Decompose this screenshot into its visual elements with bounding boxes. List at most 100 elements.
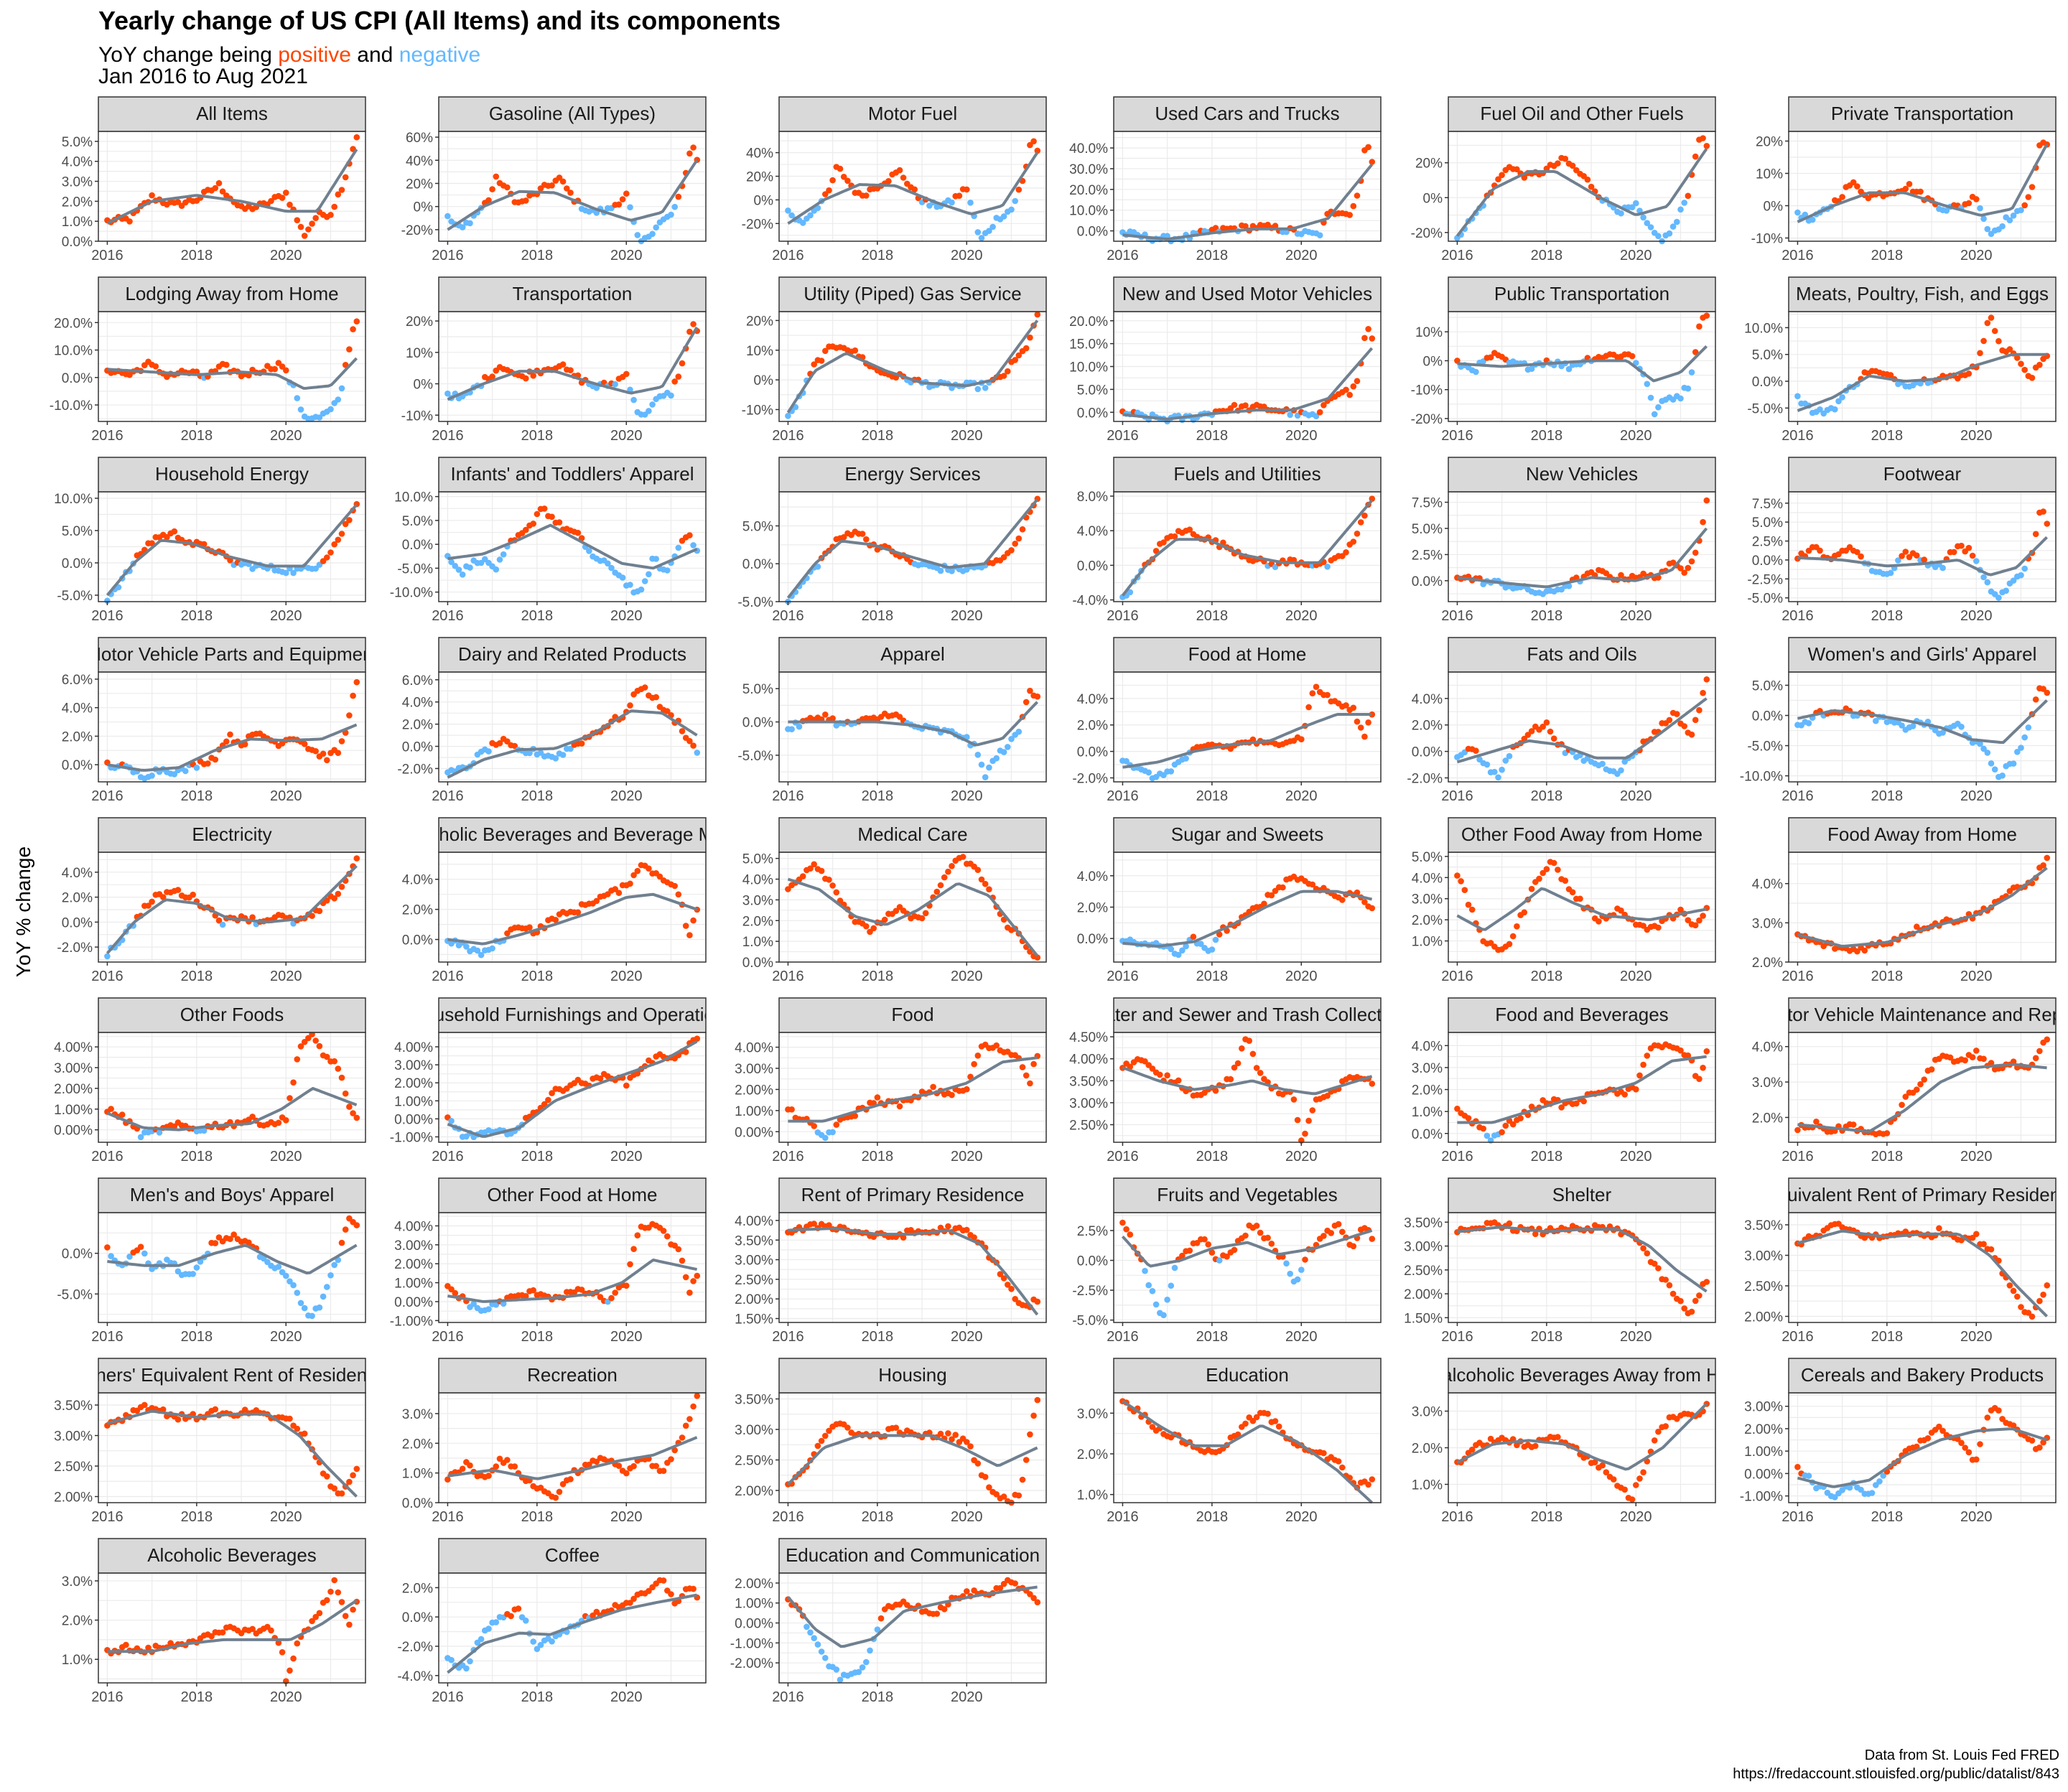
- data-point: [1506, 752, 1513, 760]
- data-point: [918, 915, 926, 922]
- data-point: [1621, 1091, 1628, 1098]
- x-tick-label: 2016: [1781, 608, 1814, 624]
- data-point: [1651, 1437, 1658, 1444]
- x-tick-label: 2016: [432, 1509, 464, 1525]
- data-point: [2018, 1304, 2024, 1310]
- x-tick-label: 2020: [951, 248, 983, 263]
- data-point: [2032, 531, 2039, 538]
- data-point: [559, 178, 567, 185]
- data-point: [2021, 366, 2028, 373]
- y-tick-label: 0.0%: [742, 557, 773, 572]
- facet-title: Rent of Primary Residence: [801, 1184, 1025, 1205]
- data-point: [1669, 1290, 1677, 1297]
- facet-strip: [1448, 276, 1716, 312]
- y-tick-label: 4.0%: [1077, 869, 1108, 885]
- data-point: [1465, 901, 1472, 908]
- data-point: [1685, 564, 1692, 571]
- data-point: [1499, 1129, 1505, 1136]
- x-tick-label: 2020: [270, 788, 302, 804]
- x-tick-label: 2016: [1441, 1329, 1473, 1345]
- data-point: [1924, 1435, 1932, 1442]
- facet-title: Cereals and Bakery Products: [1801, 1364, 2044, 1386]
- data-point: [686, 150, 693, 157]
- data-point: [1023, 1072, 1030, 1079]
- data-point: [324, 757, 330, 764]
- data-point: [149, 898, 155, 905]
- y-tick-label: 3.00%: [394, 1058, 433, 1073]
- y-tick-label: 2.50%: [54, 1460, 93, 1475]
- data-point: [1618, 210, 1624, 217]
- data-point: [833, 1121, 840, 1128]
- data-point: [612, 381, 618, 388]
- data-point: [1257, 1070, 1264, 1076]
- data-point: [545, 1096, 551, 1103]
- facet-panel: Cereals and Bakery Products -1.00% 0.00% 1.…: [1740, 1358, 2057, 1525]
- y-tick-label: 3.0%: [742, 893, 773, 908]
- y-tick-label: 0.0%: [62, 1247, 93, 1262]
- data-point: [627, 582, 633, 588]
- data-point: [534, 510, 541, 518]
- facet-title: Nonalcoholic Beverages and Beverage Mate…: [371, 823, 774, 845]
- data-point: [1491, 768, 1498, 775]
- y-tick-label: 5.0%: [1752, 515, 1783, 531]
- panel-background: [439, 1393, 706, 1503]
- data-point: [1965, 544, 1972, 551]
- data-point: [1361, 335, 1368, 342]
- y-tick-label: 0.0%: [1752, 709, 1783, 724]
- data-point: [1584, 176, 1591, 183]
- data-point: [1023, 1457, 1030, 1463]
- data-point: [556, 1488, 563, 1495]
- panel-background: [779, 312, 1046, 421]
- chart-date-range: Jan 2016 to Aug 2021: [98, 65, 308, 88]
- data-point: [1696, 1292, 1703, 1299]
- panel-background: [98, 131, 365, 241]
- data-point: [1335, 1221, 1342, 1228]
- data-point: [141, 1401, 148, 1409]
- y-tick-label: 2.0%: [1412, 719, 1443, 734]
- data-point: [586, 548, 592, 554]
- facet-panel: Water and Sewer and Trash Collection 2.50…: [1069, 997, 1382, 1165]
- facet-strip: [1788, 276, 2057, 312]
- data-point: [1309, 1107, 1316, 1114]
- data-point: [338, 187, 345, 193]
- y-tick-label: 40.0%: [1069, 141, 1108, 157]
- data-point: [182, 767, 189, 775]
- data-point: [556, 174, 563, 181]
- facet-panel: Men's and Boys' Apparel -5.0% 0.0% 2016 2018…: [57, 1177, 366, 1345]
- data-point: [1365, 1481, 1371, 1488]
- data-point: [1692, 1297, 1699, 1305]
- y-tick-label: 10.0%: [54, 344, 93, 359]
- data-point: [1980, 574, 1987, 581]
- data-point: [2010, 213, 2017, 219]
- data-point: [1569, 889, 1576, 896]
- data-point: [982, 1473, 989, 1480]
- data-point: [840, 174, 847, 180]
- y-tick-label: 4.00%: [394, 1040, 433, 1055]
- facet-title: Other Foods: [180, 1004, 284, 1025]
- data-point: [1369, 1476, 1376, 1483]
- data-point: [1175, 1077, 1182, 1084]
- trend-line: [1455, 148, 1708, 237]
- facet-title: Men's and Boys' Apparel: [130, 1184, 335, 1205]
- data-point: [297, 406, 304, 413]
- x-tick-label: 2018: [181, 1329, 213, 1345]
- data-point: [1339, 1464, 1346, 1471]
- data-point: [335, 191, 342, 198]
- data-point: [785, 413, 791, 419]
- data-point: [612, 1289, 618, 1296]
- data-point: [1339, 897, 1346, 903]
- data-point: [2025, 194, 2032, 200]
- data-point: [863, 192, 870, 199]
- data-point: [1700, 135, 1706, 141]
- data-point: [335, 396, 342, 403]
- data-point: [493, 1463, 500, 1470]
- data-point: [1681, 723, 1687, 729]
- data-point: [1208, 946, 1216, 953]
- data-point: [301, 1305, 308, 1312]
- data-point: [459, 224, 466, 230]
- y-tick-label: -1.00%: [1740, 1490, 1783, 1505]
- x-tick-label: 2018: [1196, 248, 1229, 263]
- x-tick-label: 2020: [270, 1329, 302, 1345]
- data-point: [104, 953, 111, 960]
- x-tick-label: 2016: [772, 788, 804, 804]
